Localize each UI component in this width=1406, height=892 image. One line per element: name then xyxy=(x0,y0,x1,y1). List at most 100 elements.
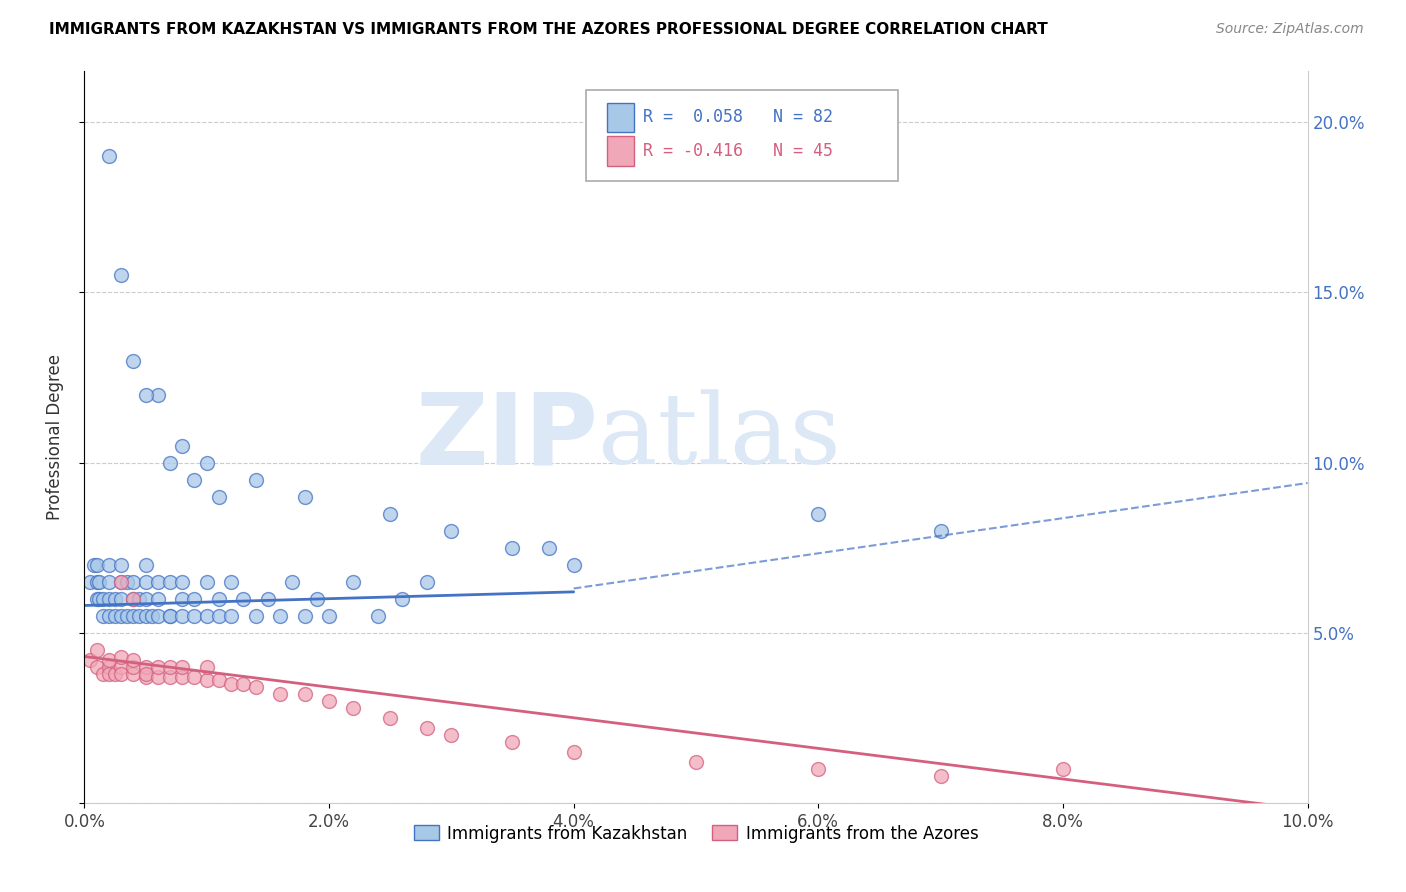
Point xyxy=(122,353,145,368)
Point xyxy=(502,541,524,555)
Point xyxy=(135,574,157,589)
Point xyxy=(159,608,181,623)
Point xyxy=(172,608,194,623)
Bar xyxy=(606,103,634,132)
Point xyxy=(245,473,267,487)
Point xyxy=(104,608,127,623)
Point xyxy=(146,670,169,684)
Point xyxy=(195,659,218,673)
Point xyxy=(232,677,254,691)
Point xyxy=(685,115,707,129)
Point xyxy=(219,608,242,623)
Point xyxy=(135,387,157,401)
Bar xyxy=(606,136,634,166)
Point xyxy=(183,473,205,487)
Point xyxy=(208,673,231,688)
Text: R =  0.058   N = 82: R = 0.058 N = 82 xyxy=(644,109,834,127)
Point xyxy=(87,574,110,589)
Legend: Immigrants from Kazakhstan, Immigrants from the Azores: Immigrants from Kazakhstan, Immigrants f… xyxy=(406,818,986,849)
Point xyxy=(245,680,267,694)
Point xyxy=(122,653,145,667)
Point xyxy=(232,591,254,606)
Point xyxy=(269,608,291,623)
Point xyxy=(183,608,205,623)
Point xyxy=(342,700,364,714)
Point xyxy=(502,734,524,748)
FancyBboxPatch shape xyxy=(586,90,898,181)
Y-axis label: Professional Degree: Professional Degree xyxy=(45,354,63,520)
Point xyxy=(115,608,138,623)
Point xyxy=(562,745,585,759)
Point xyxy=(159,670,181,684)
Point xyxy=(219,574,242,589)
Point xyxy=(146,608,169,623)
Point xyxy=(110,608,132,623)
Text: R = -0.416   N = 45: R = -0.416 N = 45 xyxy=(644,142,834,160)
Point xyxy=(110,591,132,606)
Point xyxy=(195,574,218,589)
Point xyxy=(172,659,194,673)
Point xyxy=(195,608,218,623)
Point xyxy=(122,591,145,606)
Point xyxy=(367,608,389,623)
Point xyxy=(110,574,132,589)
Point xyxy=(562,558,585,572)
Point xyxy=(440,728,463,742)
Point xyxy=(685,755,707,769)
Point xyxy=(128,608,150,623)
Point xyxy=(86,591,108,606)
Point xyxy=(91,608,114,623)
Point xyxy=(135,659,157,673)
Point xyxy=(104,666,127,681)
Point xyxy=(219,677,242,691)
Point xyxy=(110,268,132,283)
Point xyxy=(159,574,181,589)
Point xyxy=(97,653,120,667)
Point xyxy=(172,574,194,589)
Point xyxy=(135,670,157,684)
Point xyxy=(104,591,127,606)
Point xyxy=(122,659,145,673)
Point xyxy=(183,670,205,684)
Point xyxy=(128,591,150,606)
Point xyxy=(195,673,218,688)
Point xyxy=(141,608,163,623)
Point xyxy=(391,591,413,606)
Point xyxy=(380,507,402,521)
Point xyxy=(87,591,110,606)
Point xyxy=(97,591,120,606)
Point xyxy=(83,558,105,572)
Point xyxy=(208,490,231,504)
Point xyxy=(86,659,108,673)
Point xyxy=(416,574,439,589)
Point xyxy=(146,387,169,401)
Point xyxy=(110,659,132,673)
Point xyxy=(146,591,169,606)
Point xyxy=(110,558,132,572)
Point xyxy=(97,659,120,673)
Point xyxy=(538,541,561,555)
Point xyxy=(122,608,145,623)
Point xyxy=(440,524,463,538)
Point xyxy=(115,574,138,589)
Text: IMMIGRANTS FROM KAZAKHSTAN VS IMMIGRANTS FROM THE AZORES PROFESSIONAL DEGREE COR: IMMIGRANTS FROM KAZAKHSTAN VS IMMIGRANTS… xyxy=(49,22,1047,37)
Point xyxy=(97,558,120,572)
Text: ZIP: ZIP xyxy=(415,389,598,485)
Point xyxy=(342,574,364,589)
Point xyxy=(294,608,316,623)
Point xyxy=(807,507,830,521)
Point xyxy=(110,574,132,589)
Point xyxy=(122,591,145,606)
Point xyxy=(929,768,952,782)
Point xyxy=(172,670,194,684)
Point xyxy=(86,642,108,657)
Point xyxy=(159,608,181,623)
Point xyxy=(97,608,120,623)
Point xyxy=(1052,762,1074,776)
Point xyxy=(79,574,101,589)
Point xyxy=(294,687,316,701)
Point xyxy=(159,456,181,470)
Point xyxy=(86,558,108,572)
Point xyxy=(281,574,304,589)
Point xyxy=(159,659,181,673)
